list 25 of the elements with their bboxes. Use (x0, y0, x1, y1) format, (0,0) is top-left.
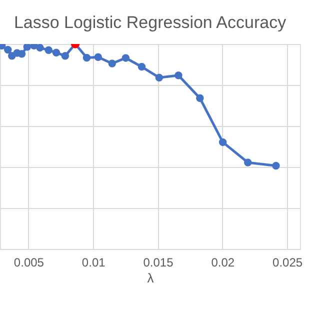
point (94, 53, 102, 61)
x-tick-label: 0.01 (82, 256, 106, 270)
x-tick-label: 0.005 (14, 256, 44, 270)
x-axis-title: λ (147, 270, 154, 286)
point (23, 44, 32, 51)
point (36, 44, 44, 52)
point (218, 138, 227, 146)
point (4, 46, 12, 54)
point (244, 158, 252, 166)
x-tick-label: 0.025 (272, 256, 303, 270)
point (108, 60, 116, 68)
point (18, 50, 26, 58)
x-tick-label: 0.02 (211, 256, 235, 270)
point (138, 62, 146, 71)
point (174, 72, 182, 80)
point (44, 46, 52, 54)
x-tick-label: 0.015 (143, 256, 174, 270)
point (272, 162, 280, 170)
chart-title: Lasso Logistic Regression Accuracy (14, 13, 287, 32)
point (155, 74, 164, 82)
point (196, 94, 204, 102)
point (52, 48, 60, 56)
point (82, 54, 91, 62)
point (122, 54, 130, 62)
point (61, 52, 70, 60)
